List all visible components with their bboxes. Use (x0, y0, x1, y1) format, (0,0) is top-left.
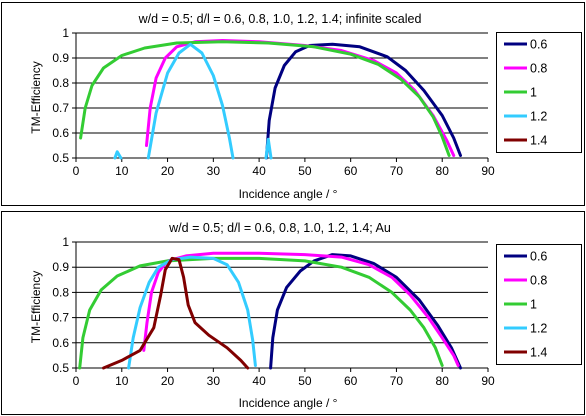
x-tick-label: 60 (344, 164, 358, 178)
series-line-1 (78, 256, 444, 370)
series-line-1-2 (127, 255, 257, 370)
x-tick-label: 20 (161, 164, 175, 178)
chart-panel-2: 0.50.60.70.80.910 10 20 30 40 50 60 70 80 90w/d =… (1, 211, 585, 415)
x-tick-label: 80 (436, 164, 450, 178)
legend-label-0-6: 0.6 (530, 250, 547, 264)
x-tick-label: 90 (481, 374, 495, 388)
legend: 0.6 0.8 1 1.2 1.4 (496, 32, 582, 153)
y-tick-label: 0.8 (52, 285, 69, 299)
series-line-0-6 (264, 42, 462, 160)
x-tick-label: 60 (344, 374, 358, 388)
legend-label-0-6: 0.6 (530, 38, 547, 52)
y-tick-label: 0.6 (52, 336, 69, 350)
y-tick-label: 0.7 (52, 311, 69, 325)
x-tick-label: 70 (390, 164, 404, 178)
series-line-1-2 (113, 42, 273, 160)
x-axis-label: Incidence angle / ° (239, 396, 338, 410)
x-tick-label: 50 (298, 164, 312, 178)
legend-label-1-4: 1.4 (530, 134, 547, 148)
x-tick-label: 90 (481, 164, 495, 178)
x-tick-label: 0 (73, 164, 80, 178)
x-axis-label: Incidence angle / ° (239, 187, 338, 201)
x-tick-label: 30 (207, 374, 221, 388)
series-line-0-6 (269, 253, 462, 370)
x-tick-label: 40 (252, 374, 266, 388)
chart-frame (1, 2, 585, 206)
legend-label-0-8: 0.8 (530, 274, 547, 288)
legend-label-1: 1 (530, 298, 537, 312)
y-tick-label: 1 (62, 26, 69, 40)
x-tick-label: 10 (115, 164, 129, 178)
x-tick-label: 70 (390, 374, 404, 388)
y-tick-label: 0.9 (52, 260, 69, 274)
legend-label-1-2: 1.2 (530, 322, 547, 336)
legend-label-0-8: 0.8 (530, 62, 547, 76)
series-line-1-4 (102, 256, 250, 370)
x-tick-label: 80 (436, 374, 450, 388)
y-tick-label: 0.7 (52, 101, 69, 115)
chart-title: w/d = 0.5; d/l = 0.6, 0.8, 1.0, 1.2, 1.4… (138, 12, 422, 26)
chart-panel-1: 0.50.60.70.80.910 10 20 30 40 50 60 70 80 90w/d =… (1, 2, 585, 206)
x-tick-label: 0 (73, 374, 80, 388)
x-tick-label: 40 (252, 164, 266, 178)
x-tick-label: 20 (161, 374, 175, 388)
y-axis-label: TM-Efficiency (29, 271, 43, 343)
y-tick-label: 0.5 (52, 151, 69, 165)
y-tick-label: 1 (62, 235, 69, 249)
chart-title: w/d = 0.5; d/l = 0.6, 0.8, 1.0, 1.2, 1.4… (168, 221, 391, 235)
x-tick-label: 30 (207, 164, 221, 178)
chart-frame (1, 211, 585, 415)
y-tick-label: 0.6 (52, 126, 69, 140)
legend: 0.6 0.8 1 1.2 1.4 (496, 244, 582, 365)
series-line-0-8 (142, 251, 460, 367)
x-tick-label: 10 (115, 374, 129, 388)
y-tick-label: 0.9 (52, 51, 69, 65)
y-axis-label: TM-Efficiency (29, 61, 43, 133)
legend-label-1: 1 (530, 86, 537, 100)
legend-label-1-2: 1.2 (530, 110, 547, 124)
y-tick-label: 0.8 (52, 76, 69, 90)
y-tick-label: 0.5 (52, 361, 69, 375)
legend-label-1-4: 1.4 (530, 346, 547, 360)
series-line-1 (79, 40, 451, 157)
x-tick-label: 50 (298, 374, 312, 388)
